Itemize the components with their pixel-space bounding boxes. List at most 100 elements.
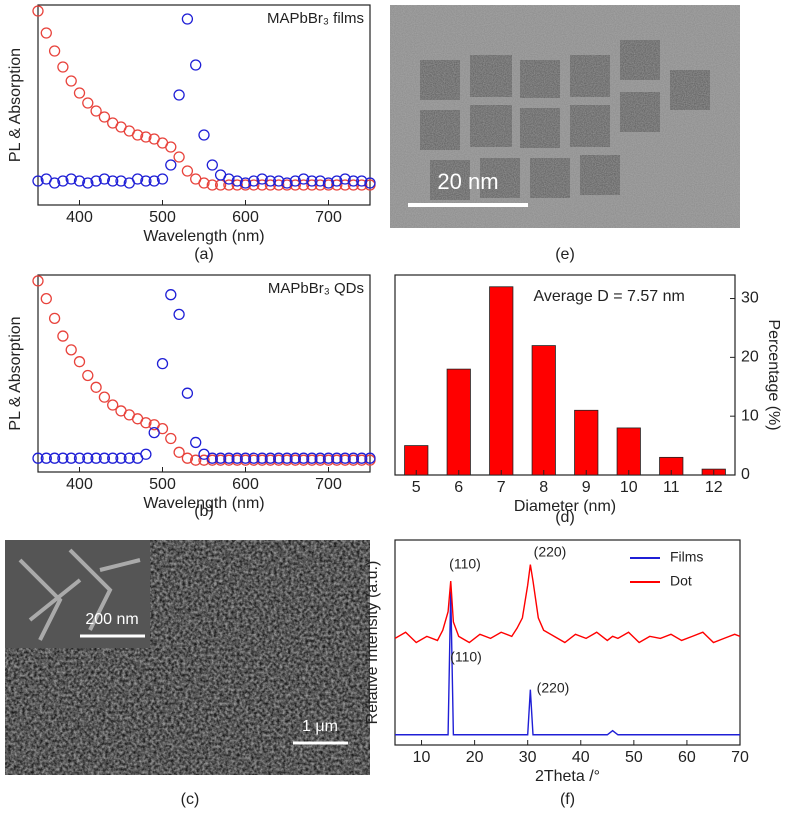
data-point [190, 59, 202, 71]
data-point [165, 289, 177, 301]
y-axis-label: PL & Absorption [7, 48, 24, 162]
data-point [65, 452, 77, 464]
x-tick-label: 10 [413, 749, 431, 766]
data-point [190, 436, 202, 449]
data-point [40, 27, 52, 39]
data-point [223, 173, 235, 185]
data-point [297, 173, 310, 185]
data-point [231, 452, 243, 464]
data-point [248, 179, 260, 191]
data-point [32, 5, 44, 17]
data-point [190, 454, 202, 466]
data-point [322, 452, 335, 464]
bar [531, 345, 556, 476]
x-tick-label: 7 [497, 479, 506, 496]
y-axis-label: PL & Absorption [7, 316, 24, 430]
bar [574, 409, 599, 476]
data-point [140, 131, 152, 143]
data-point [248, 452, 260, 464]
data-point [239, 177, 252, 189]
data-point [281, 452, 293, 464]
data-point [73, 87, 86, 99]
data-point [339, 452, 351, 464]
data-line [394, 564, 741, 644]
data-point [322, 177, 335, 189]
data-point [48, 312, 61, 324]
data-point [214, 452, 227, 464]
bar [446, 368, 471, 476]
data-point [181, 387, 194, 399]
x-tick-label: 20 [466, 749, 484, 766]
plot-frame [394, 539, 741, 746]
data-point [281, 177, 293, 189]
panel-label: (c) [181, 791, 200, 808]
annotation: Average D = 7.57 nm [534, 288, 685, 305]
data-point [239, 452, 252, 464]
x-tick-label: 12 [705, 479, 723, 496]
data-point [65, 75, 77, 87]
data-point [32, 275, 44, 287]
scale-label: 20 nm [437, 169, 498, 194]
data-point [32, 452, 44, 464]
data-point [173, 89, 185, 101]
peak-annotation: (110) [449, 556, 481, 572]
data-point [140, 448, 152, 460]
data-point [264, 452, 277, 464]
data-point [289, 179, 301, 191]
data-point [364, 177, 376, 189]
y-tick-label: 20 [741, 349, 759, 366]
x-tick-label: 70 [731, 749, 749, 766]
data-point [115, 452, 127, 464]
data-point [173, 308, 185, 321]
plot-frame [37, 274, 371, 473]
data-point [339, 173, 351, 185]
data-line [395, 591, 740, 736]
data-point [48, 177, 61, 189]
data-point [98, 111, 111, 123]
x-axis-label: Diameter (nm) [514, 498, 616, 515]
peak-annotation: (220) [534, 544, 567, 560]
data-point [90, 452, 102, 464]
plot-frame [37, 4, 371, 206]
data-point [98, 391, 111, 403]
y-tick-label: 30 [741, 290, 759, 307]
data-point [73, 356, 86, 368]
data-point [181, 165, 194, 177]
panel-label: (d) [555, 509, 575, 526]
x-tick-label: 60 [678, 749, 696, 766]
data-point [347, 452, 360, 464]
data-point [289, 175, 301, 187]
data-point [165, 159, 177, 171]
chart-title: MAPbBr₃ films [267, 10, 364, 27]
data-point [140, 417, 152, 429]
x-axis-label: Wavelength (nm) [143, 495, 264, 512]
data-point [40, 292, 52, 305]
x-tick-label: 8 [539, 479, 548, 496]
data-point [306, 175, 318, 187]
data-point [115, 175, 127, 187]
data-point [107, 452, 119, 464]
bar [616, 427, 641, 476]
panel-label: (f) [560, 791, 575, 808]
data-point [356, 175, 368, 187]
x-tick-label: 700 [315, 209, 342, 226]
data-point [82, 452, 94, 464]
data-point [206, 179, 218, 191]
data-point [331, 452, 343, 464]
data-point [90, 105, 102, 117]
data-point [198, 177, 210, 189]
data-point [231, 175, 243, 187]
data-point [57, 452, 69, 464]
data-point [256, 173, 268, 185]
data-point [173, 446, 185, 458]
data-point [306, 452, 318, 464]
data-point [181, 13, 194, 25]
data-point [32, 175, 44, 187]
data-point [314, 452, 326, 464]
data-point [148, 426, 160, 439]
data-point [273, 452, 285, 464]
data-point [198, 129, 210, 141]
data-point [331, 175, 343, 187]
data-point [48, 452, 61, 464]
